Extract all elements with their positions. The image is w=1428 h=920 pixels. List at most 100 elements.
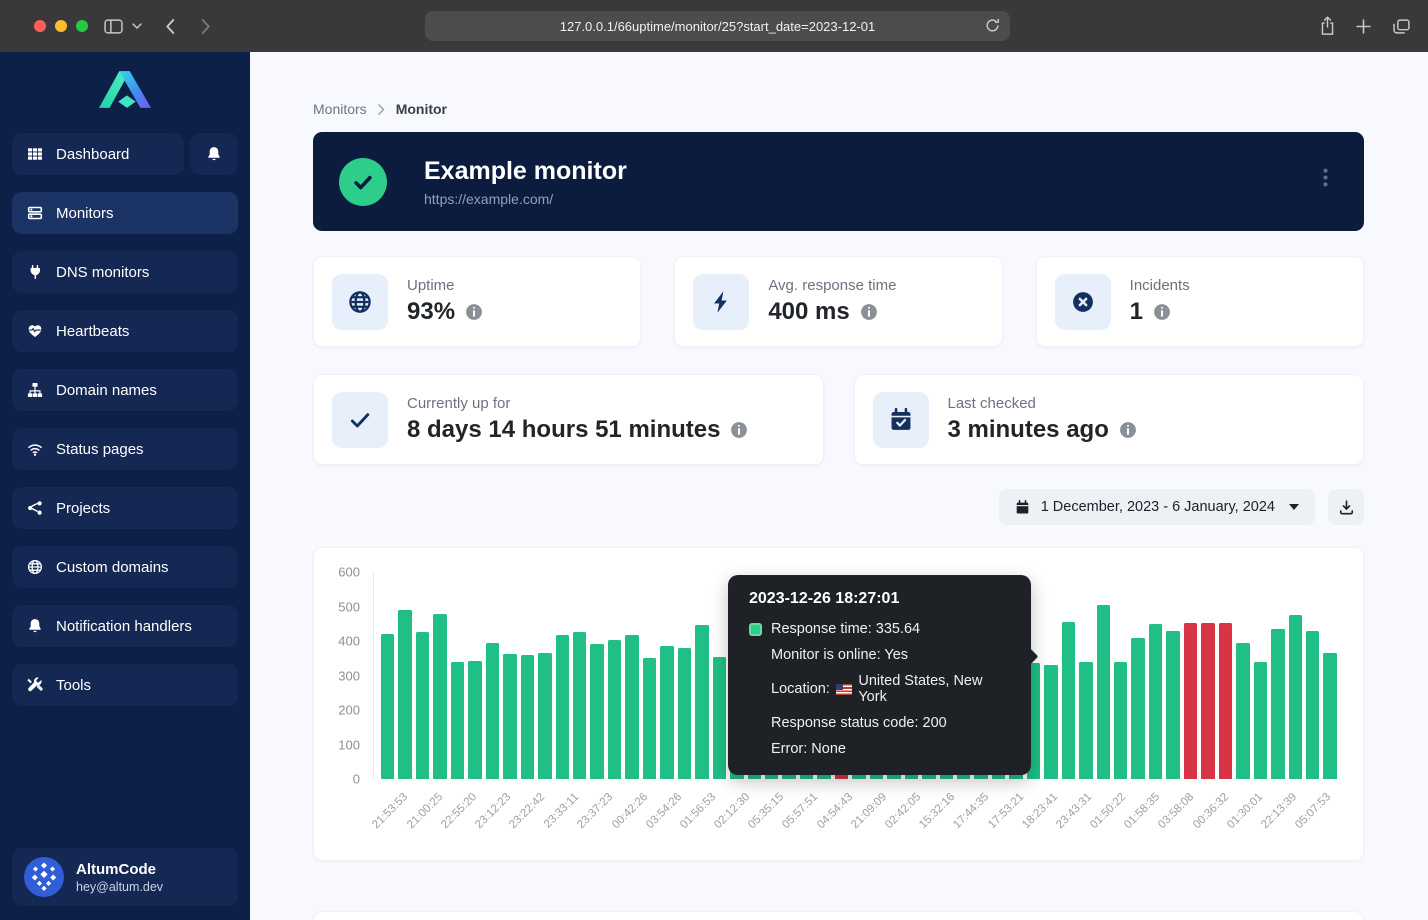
sidebar-item-domain-names[interactable]: Domain names: [12, 369, 238, 411]
user-card[interactable]: AltumCode hey@altum.dev: [12, 848, 238, 906]
notifications-button[interactable]: [190, 133, 238, 175]
check-icon: [332, 391, 388, 448]
response-time-bar[interactable]: [503, 653, 517, 779]
chevron-right-icon: [377, 103, 385, 115]
response-time-bar[interactable]: [520, 654, 535, 779]
sidebar-toggle-icon[interactable]: [98, 0, 128, 52]
x-axis-tick: 05:07:53: [1293, 791, 1334, 832]
tab-overview-icon[interactable]: [1388, 0, 1414, 52]
tooltip-location: Location: United States, New York: [771, 673, 983, 705]
browser-chrome: 127.0.0.1/66uptime/monitor/25?start_date…: [0, 0, 1428, 52]
downtime-bar[interactable]: [1183, 623, 1198, 779]
info-icon[interactable]: [1153, 303, 1171, 321]
response-time-bar[interactable]: [468, 660, 482, 779]
close-window-button[interactable]: [34, 20, 46, 32]
reload-icon[interactable]: [985, 18, 1000, 33]
response-time-bar[interactable]: [1148, 623, 1163, 779]
address-bar[interactable]: 127.0.0.1/66uptime/monitor/25?start_date…: [425, 11, 1010, 41]
response-time-bar[interactable]: [572, 631, 587, 779]
y-axis-tick: 200: [338, 702, 360, 718]
response-time-bar[interactable]: [1131, 637, 1145, 779]
info-icon[interactable]: [1119, 421, 1137, 439]
info-icon[interactable]: [860, 303, 878, 321]
response-time-bar[interactable]: [625, 634, 639, 779]
sidebar-row: Notification handlers: [12, 605, 238, 647]
downtime-bar[interactable]: [1218, 623, 1233, 779]
response-time-bar[interactable]: [1253, 661, 1268, 779]
info-icon[interactable]: [730, 421, 748, 439]
response-time-bar[interactable]: [1323, 653, 1337, 779]
sidebar-item-label: DNS monitors: [56, 263, 150, 281]
downtime-bar[interactable]: [1201, 623, 1215, 779]
sidebar-item-label: Status pages: [56, 440, 144, 458]
response-time-bar[interactable]: [538, 653, 552, 779]
server-icon: [27, 205, 43, 221]
calendar-icon: [1016, 499, 1029, 513]
response-time-bar[interactable]: [1096, 604, 1111, 779]
response-time-bar[interactable]: [485, 642, 500, 779]
y-axis-tick: 500: [338, 599, 360, 614]
kebab-menu-icon[interactable]: [1323, 168, 1328, 187]
chevron-down-icon[interactable]: [128, 0, 146, 52]
response-time-bar[interactable]: [1271, 628, 1285, 779]
response-time-bar[interactable]: [1288, 615, 1303, 779]
sidebar-item-dns-monitors[interactable]: DNS monitors: [12, 251, 238, 293]
sidebar-item-status-pages[interactable]: Status pages: [12, 428, 238, 470]
response-time-bar[interactable]: [1306, 630, 1320, 779]
minimize-window-button[interactable]: [55, 20, 67, 32]
sidebar-item-label: Custom domains: [56, 558, 169, 576]
forward-icon[interactable]: [194, 0, 218, 52]
back-icon[interactable]: [158, 0, 182, 52]
sidebar-item-tools[interactable]: Tools: [12, 664, 238, 706]
sidebar-item-projects[interactable]: Projects: [12, 487, 238, 529]
response-time-bar[interactable]: [590, 644, 604, 779]
incidents-label: Incidents: [1129, 277, 1190, 294]
table-cells-icon: [27, 146, 43, 162]
sidebar-item-label: Projects: [56, 499, 111, 517]
sidebar-item-notification-handlers[interactable]: Notification handlers: [12, 605, 238, 647]
download-chart-button[interactable]: [1328, 489, 1364, 525]
globe-icon: [332, 273, 388, 330]
avatar: [24, 857, 64, 897]
response-time-bar[interactable]: [450, 661, 465, 779]
response-time-bar[interactable]: [1044, 665, 1058, 779]
calendar-check-icon: [872, 391, 929, 448]
heart-pulse-icon: [27, 323, 43, 339]
response-time-bar[interactable]: [1166, 631, 1180, 779]
sidebar-item-label: Domain names: [56, 381, 157, 399]
sidebar-item-custom-domains[interactable]: Custom domains: [12, 546, 238, 588]
tooltip-timestamp: 2023-12-26 18:27:01: [749, 590, 900, 607]
response-time-bar[interactable]: [1061, 622, 1076, 779]
response-time-bar[interactable]: [555, 634, 569, 779]
response-time-bar[interactable]: [1236, 642, 1250, 779]
sidebar-item-label: Heartbeats: [56, 322, 130, 340]
bolt-icon: [693, 273, 750, 330]
share-icon[interactable]: [1314, 0, 1340, 52]
date-range-picker[interactable]: 1 December, 2023 - 6 January, 2024: [998, 489, 1315, 525]
response-time-bar[interactable]: [433, 614, 447, 779]
sidebar-item-monitors[interactable]: Monitors: [12, 192, 238, 234]
monitor-title: Example monitor: [424, 156, 627, 185]
incidents-value: 1: [1129, 298, 1144, 325]
response-time-bar[interactable]: [415, 632, 430, 779]
response-time-bar[interactable]: [712, 657, 727, 779]
response-time-bar[interactable]: [607, 639, 622, 779]
response-time-bar[interactable]: [381, 634, 395, 779]
sidebar-item-dashboard[interactable]: Dashboard: [12, 133, 184, 175]
y-axis-tick: 400: [338, 633, 360, 649]
response-time-bar[interactable]: [677, 647, 692, 779]
new-tab-icon[interactable]: [1350, 0, 1376, 52]
response-time-bar[interactable]: [695, 624, 709, 779]
response-time-bar[interactable]: [642, 657, 657, 779]
breadcrumb-monitors-link[interactable]: Monitors: [313, 101, 367, 117]
response-time-bar[interactable]: [1079, 661, 1093, 779]
info-icon[interactable]: [465, 303, 483, 321]
sidebar-item-heartbeats[interactable]: Heartbeats: [12, 310, 238, 352]
response-time-bar[interactable]: [1114, 662, 1128, 779]
address-bar-url: 127.0.0.1/66uptime/monitor/25?start_date…: [559, 18, 876, 34]
user-email: hey@altum.dev: [76, 879, 164, 894]
main-content: Monitors Monitor Example monitor https:/…: [250, 52, 1428, 920]
response-time-bar[interactable]: [398, 609, 412, 779]
response-time-bar[interactable]: [660, 646, 674, 779]
zoom-window-button[interactable]: [76, 20, 88, 32]
